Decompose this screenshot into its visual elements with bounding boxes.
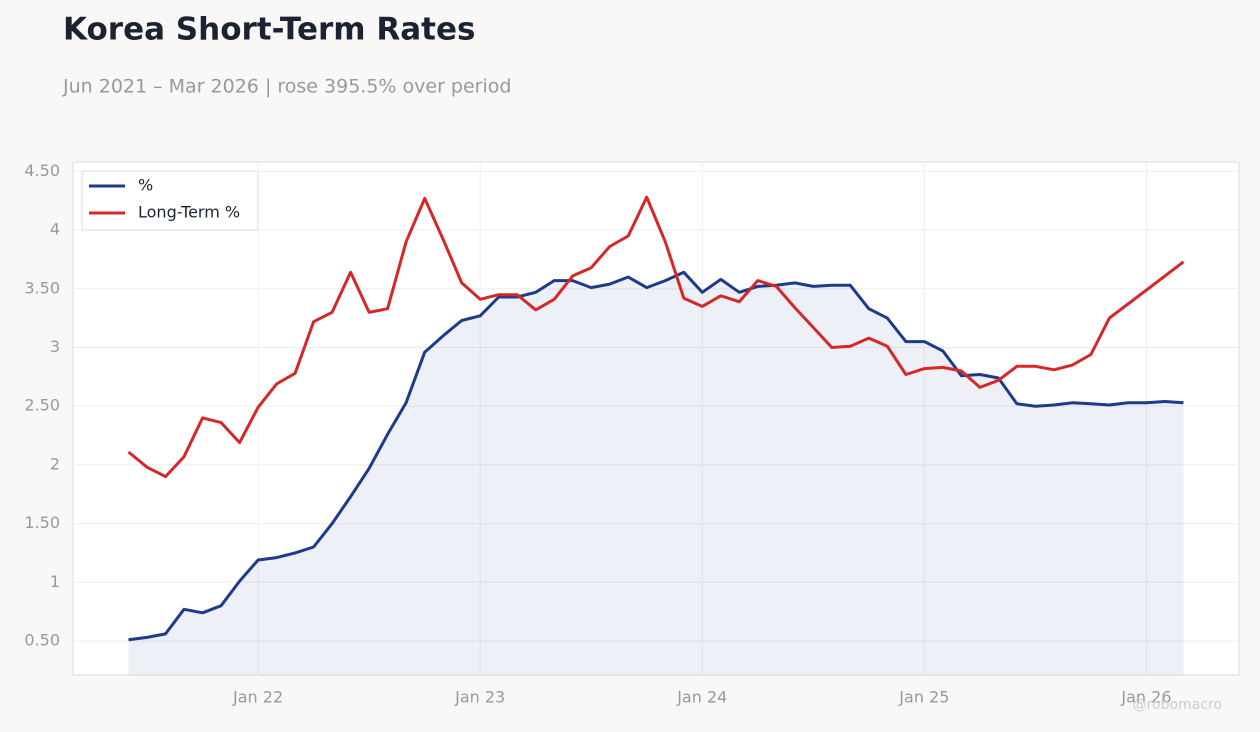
y-tick-label: 0.50 <box>24 630 60 649</box>
y-tick-label: 4.50 <box>24 161 60 180</box>
y-tick-label: 4 <box>50 220 60 239</box>
legend-box <box>81 170 259 231</box>
legend-label: Long-Term % <box>138 203 240 222</box>
x-tick-label: Jan 22 <box>232 688 283 707</box>
x-tick-label: Jan 26 <box>1120 688 1171 707</box>
y-tick-label: 2 <box>50 454 60 473</box>
line <box>127 195 1185 479</box>
x-tick-label: Jan 25 <box>898 688 949 707</box>
plot-area <box>72 161 1240 676</box>
y-tick-label: 3.50 <box>24 278 60 297</box>
legend-label: % <box>138 176 153 195</box>
line <box>128 270 1184 642</box>
y-tick-label: 3 <box>50 337 60 356</box>
y-tick-label: 1.50 <box>24 513 60 532</box>
chart-subtitle: Jun 2021 – Mar 2026 | rose 395.5% over p… <box>62 76 511 98</box>
watermark: @robomacro <box>1133 697 1222 713</box>
x-tick-label: Jan 23 <box>454 688 505 707</box>
x-tick-label: Jan 24 <box>676 688 727 707</box>
chart-title: Korea Short-Term Rates <box>63 12 475 48</box>
y-tick-label: 2.50 <box>24 396 60 415</box>
area-fill <box>128 272 1184 675</box>
y-tick-label: 1 <box>50 572 60 591</box>
